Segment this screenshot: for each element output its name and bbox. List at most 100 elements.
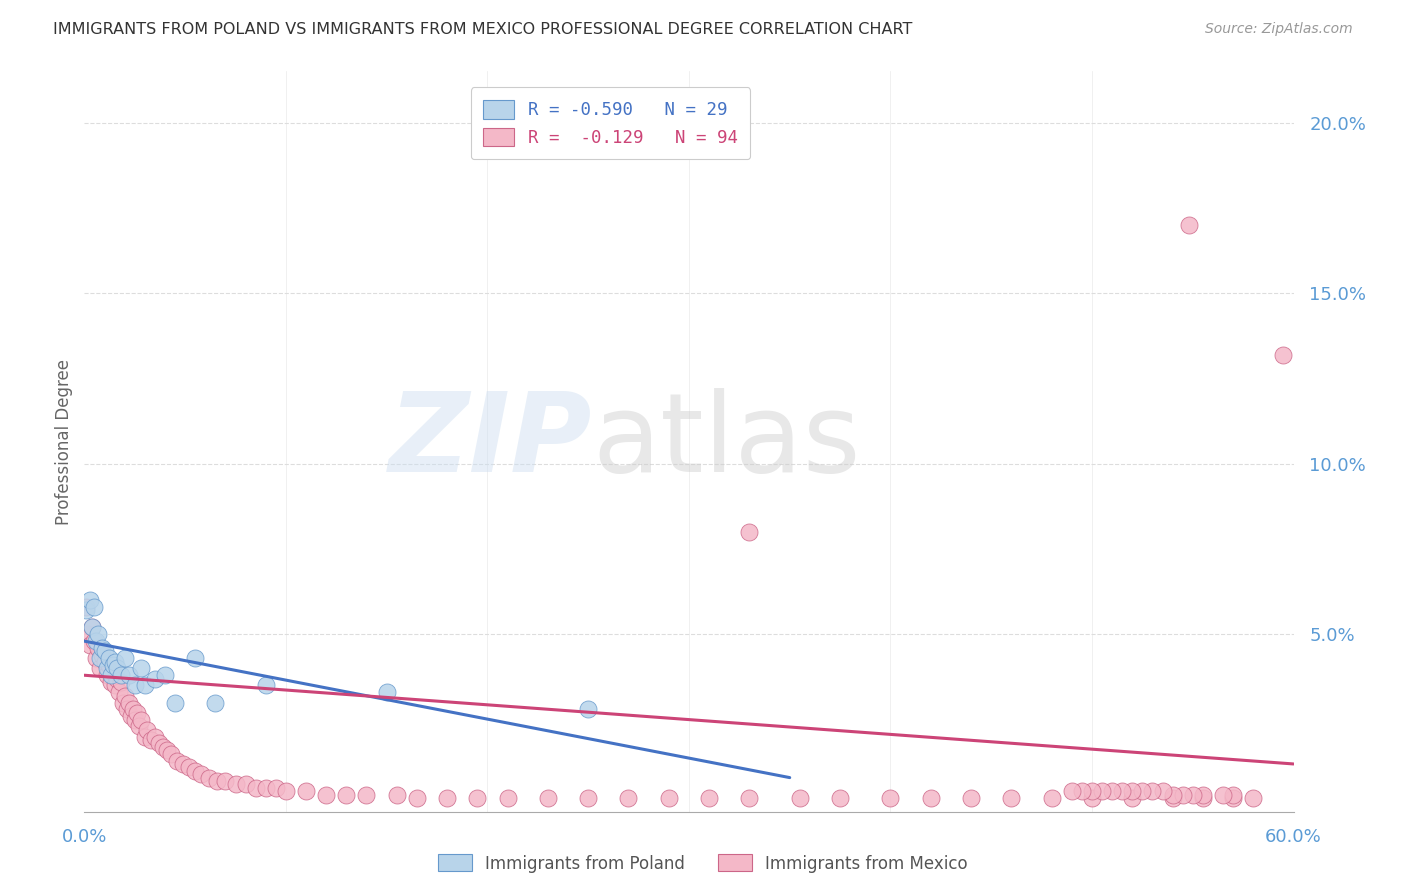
Point: [1071, 784, 1094, 798]
Point: [225, 777, 247, 791]
Point: [156, 743, 179, 757]
Legend: Immigrants from Poland, Immigrants from Mexico: Immigrants from Poland, Immigrants from …: [432, 847, 974, 880]
Point: [658, 791, 681, 805]
Point: [920, 791, 942, 805]
Point: [110, 668, 132, 682]
Point: [385, 788, 408, 802]
Point: [107, 685, 129, 699]
Text: ZIP: ZIP: [388, 388, 592, 495]
Point: [91, 640, 114, 655]
Point: [115, 702, 138, 716]
Point: [789, 791, 811, 805]
Point: [143, 730, 166, 744]
Point: [75, 603, 97, 617]
Point: [100, 675, 122, 690]
Point: [738, 524, 761, 539]
Point: [1192, 791, 1215, 805]
Point: [111, 696, 134, 710]
Point: [110, 675, 132, 690]
Point: [1121, 791, 1143, 805]
Point: [1222, 788, 1244, 802]
Point: [83, 634, 105, 648]
Point: [82, 620, 104, 634]
Point: [114, 689, 136, 703]
Point: [697, 791, 720, 805]
Point: [120, 709, 142, 723]
Point: [1192, 788, 1215, 802]
Point: [83, 600, 105, 615]
Point: [179, 760, 201, 774]
Point: [86, 651, 108, 665]
Point: [93, 644, 115, 658]
Point: [1272, 347, 1295, 361]
Point: [135, 723, 157, 737]
Point: [467, 791, 489, 805]
Point: [1212, 788, 1234, 802]
Point: [172, 756, 194, 771]
Point: [129, 713, 152, 727]
Point: [254, 678, 277, 692]
Point: [274, 784, 297, 798]
Point: [235, 777, 257, 791]
Point: [245, 780, 267, 795]
Point: [1081, 784, 1104, 798]
Point: [79, 638, 101, 652]
Point: [124, 678, 146, 692]
Point: [356, 788, 378, 802]
Point: [207, 774, 229, 789]
Point: [375, 685, 398, 699]
Point: [204, 696, 226, 710]
Point: [960, 791, 983, 805]
Point: [104, 678, 127, 692]
Point: [114, 651, 136, 665]
Point: [617, 791, 640, 805]
Point: [190, 767, 212, 781]
Point: [87, 627, 110, 641]
Text: IMMIGRANTS FROM POLAND VS IMMIGRANTS FROM MEXICO PROFESSIONAL DEGREE CORRELATION: IMMIGRANTS FROM POLAND VS IMMIGRANTS FRO…: [53, 22, 912, 37]
Point: [134, 730, 156, 744]
Point: [1060, 784, 1083, 798]
Point: [75, 600, 97, 615]
Point: [576, 791, 599, 805]
Point: [335, 788, 357, 802]
Point: [77, 627, 100, 641]
Point: [1161, 788, 1184, 802]
Point: [1101, 784, 1123, 798]
Point: [152, 739, 174, 754]
Point: [436, 791, 458, 805]
Text: atlas: atlas: [592, 388, 860, 495]
Point: [105, 672, 128, 686]
Point: [1040, 791, 1063, 805]
Point: [1177, 218, 1199, 232]
Point: [315, 788, 337, 802]
Legend: R = -0.590   N = 29, R =  -0.129   N = 94: R = -0.590 N = 29, R = -0.129 N = 94: [471, 87, 749, 159]
Point: [118, 696, 141, 710]
Point: [96, 661, 118, 675]
Point: [148, 737, 170, 751]
Point: [1171, 788, 1194, 802]
Point: [1241, 791, 1264, 805]
Point: [89, 651, 111, 665]
Point: [160, 747, 183, 761]
Point: [124, 713, 146, 727]
Point: [496, 791, 519, 805]
Point: [101, 658, 124, 673]
Point: [128, 719, 150, 733]
Point: [87, 640, 110, 655]
Point: [1152, 784, 1174, 798]
Point: [153, 668, 176, 682]
Point: [1222, 791, 1244, 805]
Point: [101, 665, 124, 679]
Point: [139, 733, 162, 747]
Point: [537, 791, 560, 805]
Point: [738, 791, 761, 805]
Point: [97, 658, 120, 673]
Point: [1081, 791, 1104, 805]
Point: [91, 648, 114, 662]
Point: [105, 661, 128, 675]
Point: [125, 706, 148, 720]
Point: [576, 702, 599, 716]
Point: [214, 774, 236, 789]
Point: [1161, 791, 1184, 805]
Point: [1181, 788, 1204, 802]
